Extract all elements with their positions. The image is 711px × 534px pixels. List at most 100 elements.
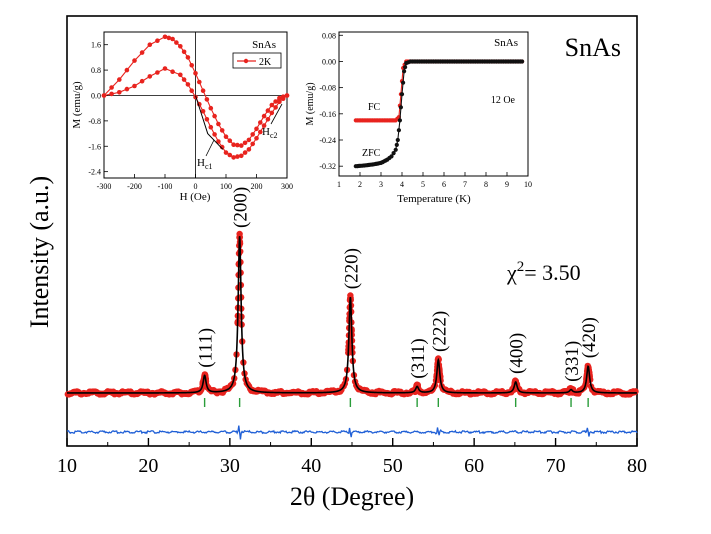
- inset-mh-point: [170, 36, 175, 42]
- inset-mh-x-tick-label: -100: [158, 182, 173, 191]
- inset-mh-y-tick-label: 0.8: [91, 66, 101, 75]
- main-plot-area: (111) (200) (220) (311)(222) (400) (331)(420): [64, 187, 639, 440]
- inset-mh-point: [239, 153, 244, 159]
- inset-mh: -300 -200 -100 0 100 200 300 1.6 0.8 0.0 -0.8 -1.6 -…: [71, 31, 293, 203]
- inset-mh-point: [185, 55, 191, 60]
- inset-mh-point: [109, 85, 114, 90]
- inset-mt-frame: [338, 31, 529, 177]
- inset-mh-point: [242, 150, 248, 155]
- inset-mt-x-tick-label: 7: [463, 180, 467, 189]
- inset-mh-point: [124, 86, 130, 92]
- legend-2k-marker: [243, 58, 249, 64]
- hc1-pointer: [205, 139, 215, 157]
- inset-mh-point: [284, 93, 290, 98]
- inset-mt-y-tick-label: -0.16: [319, 110, 336, 119]
- inset-mt-point: [520, 59, 525, 64]
- inset-mt-y-label: M (emu/g): [305, 82, 316, 125]
- inset-mh-point: [219, 144, 225, 150]
- legend-2k-label: 2K: [259, 57, 272, 68]
- inset-mt-point: [399, 92, 405, 97]
- hc2-label: Hc2: [262, 126, 278, 140]
- inset-mh-point: [101, 93, 107, 98]
- inset-mt-point: [398, 105, 403, 110]
- chi-power: 2: [517, 259, 525, 275]
- inset-mh-point: [204, 117, 210, 122]
- inset-mh-title: SnAs: [252, 39, 276, 51]
- hc2-h: H: [262, 126, 270, 138]
- hc1-h: H: [197, 157, 205, 169]
- inset-mh-point: [250, 141, 255, 147]
- inset-mt-point: [403, 65, 408, 70]
- inset-mh-point: [189, 63, 194, 68]
- inset-mh-point: [178, 44, 183, 49]
- peak-label: (200): [231, 187, 252, 228]
- inset-mh-point: [147, 74, 153, 79]
- inset-mh-point: [246, 147, 252, 152]
- inset-mh-point: [208, 105, 214, 111]
- inset-mh-y-tick-label: 1.6: [91, 41, 101, 50]
- inset-mh-plot: [101, 34, 290, 160]
- inset-mt-point: [389, 154, 394, 159]
- inset-mh-point: [181, 49, 187, 55]
- inset-mt-x-tick-label: 2: [358, 180, 362, 189]
- hc2-sub: c2: [270, 131, 278, 140]
- inset-mh-point: [250, 132, 255, 137]
- inset-mh-point: [181, 77, 187, 82]
- inset-mh-point: [200, 88, 206, 93]
- main-title: SnAs: [565, 33, 621, 62]
- inset-mh-x-label: H (Oe): [180, 191, 211, 203]
- inset-mh-x-tick-label: 100: [220, 182, 232, 191]
- inset-mh-point: [273, 99, 278, 104]
- inset-mh-point: [155, 38, 160, 43]
- inset-mh-point: [235, 142, 240, 148]
- inset-mt-y-tick-label: -0.08: [319, 84, 336, 93]
- inset-mh-point: [258, 120, 263, 125]
- inset-mh-point: [162, 34, 168, 40]
- inset-mh-point: [242, 140, 248, 146]
- inset-mh-point: [239, 143, 244, 148]
- inset-mh-point: [212, 132, 217, 137]
- inset-mt-x-tick-label: 4: [400, 180, 404, 189]
- inset-mt-x-tick-label: 6: [442, 180, 446, 189]
- inset-mt-point: [396, 128, 401, 133]
- inset-mh-point: [178, 72, 183, 78]
- hc1-label: Hc1: [197, 157, 213, 171]
- inset-mh-point: [124, 67, 130, 73]
- inset-mh-x-tick-label: -300: [97, 182, 112, 191]
- inset-mh-x-tick-label: 300: [281, 182, 293, 191]
- inset-mh-y-tick-label: -0.8: [88, 117, 101, 126]
- inset-mt-point: [397, 118, 402, 123]
- inset-mh-y-tick-label: -1.6: [88, 142, 101, 151]
- main-x-axis: 10 20 30 40 50 60 70 80: [57, 438, 647, 477]
- inset-mh-point: [132, 83, 137, 89]
- peak-label: (220): [341, 248, 362, 289]
- inset-mt-point: [391, 151, 396, 156]
- peak-label: (111): [196, 328, 217, 368]
- inset-mh-point: [265, 108, 271, 113]
- inset-mt-title: SnAs: [494, 37, 518, 49]
- inset-mh-legend-box: [232, 52, 282, 69]
- peak-label: (331): [562, 341, 583, 382]
- inset-mh-x-tick-label: 200: [251, 182, 263, 191]
- inset-mt-x-tick-label: 5: [421, 180, 425, 189]
- chi-value: = 3.50: [524, 260, 580, 285]
- inset-mh-point: [231, 155, 236, 160]
- inset-mh-point: [185, 82, 191, 87]
- zfc-label: ZFC: [362, 148, 381, 159]
- inset-mh-point: [231, 142, 236, 147]
- main-x-tick-label: 40: [301, 455, 321, 477]
- inset-mt-x-tick-label: 1: [337, 180, 341, 189]
- inset-mt-y-tick-label: 0.08: [322, 31, 336, 40]
- inset-mt-point: [395, 137, 400, 143]
- hc1-sub: c1: [205, 162, 213, 171]
- inset-mh-point: [280, 96, 286, 101]
- inset-mh-point: [166, 35, 172, 41]
- inset-mh-point: [117, 77, 122, 82]
- inset-mt-y-tick-label: -0.24: [319, 136, 336, 145]
- chi-square-label: χ2= 3.50: [506, 259, 581, 285]
- main-x-tick-label: 80: [627, 455, 647, 477]
- inset-mh-point: [212, 113, 217, 119]
- inset-mt-x-tick-label: 9: [505, 180, 509, 189]
- inset-mt: 1 2 3 4 5 6 7 8 9 100.080.00-0.08-0.16-0.24-0.32 …: [305, 31, 532, 205]
- inset-mt-x-tick-label: 3: [379, 180, 383, 189]
